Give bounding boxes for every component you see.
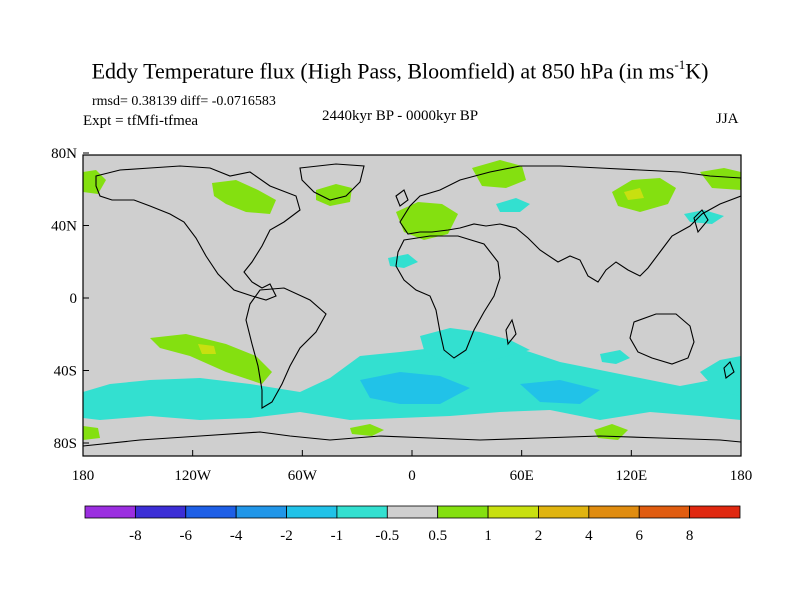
coast-madagascar xyxy=(505,318,517,346)
strong-positive-anomaly-regions xyxy=(198,188,644,354)
cyan-patch-south-africa xyxy=(420,328,530,364)
x-tick-label: 180 xyxy=(72,468,95,484)
colorbar-label: 4 xyxy=(585,528,593,544)
positive-anomaly-regions xyxy=(83,160,741,440)
season-label: JJA xyxy=(716,111,739,127)
x-tick-label: 120W xyxy=(174,468,212,484)
cyan-patch-south-pacific-east xyxy=(600,350,630,364)
colorbar-label: 6 xyxy=(635,528,643,544)
colorbar-swatch xyxy=(386,505,439,519)
y-tick-label: 40S xyxy=(54,364,77,380)
colorbar-swatch xyxy=(538,505,590,519)
blue-patch-southern-ocean xyxy=(360,372,470,404)
colorbar-swatch xyxy=(84,505,136,519)
yellow-patch-east-asia xyxy=(624,188,644,200)
colorbar-label: -6 xyxy=(180,528,193,544)
green-patch-south-pacific xyxy=(150,334,272,384)
coast-antarctica xyxy=(83,431,741,447)
colorbar-label: -2 xyxy=(280,528,293,544)
colorbar: -8 -6 -4 -2 -1 -0.5 0.5 1 2 4 6 8 xyxy=(84,505,741,544)
green-patch-east-asia xyxy=(612,178,676,212)
colorbar-swatch xyxy=(588,505,640,519)
colorbar-swatch xyxy=(638,505,691,519)
colorbar-swatch xyxy=(235,505,287,519)
colorbar-label: 8 xyxy=(686,528,694,544)
x-tick-label: 120E xyxy=(615,468,647,484)
stats-label: rmsd= 0.38139 diff= -0.0716583 xyxy=(92,94,276,109)
coast-eurasia xyxy=(399,165,741,283)
colorbar-swatch xyxy=(689,505,741,519)
strong-negative-anomaly-regions xyxy=(360,372,600,404)
green-patch-pacific-north xyxy=(700,168,741,190)
green-patch-alaska xyxy=(83,170,106,194)
coast-south-america xyxy=(245,287,327,409)
y-tick-label: 0 xyxy=(70,291,78,307)
coast-new-zealand xyxy=(723,361,735,379)
map-panel xyxy=(83,155,741,456)
cyan-patch-tropical-atlantic xyxy=(388,254,418,268)
chart-title: Eddy Temperature flux (High Pass, Bloomf… xyxy=(91,57,709,84)
green-patch-south-atlantic xyxy=(350,424,384,436)
y-axis: 80N 40N 0 40S 80S xyxy=(51,146,89,452)
colorbar-swatch xyxy=(185,505,237,519)
green-patch-antarctic-west xyxy=(83,426,100,440)
colorbar-label: -1 xyxy=(331,528,344,544)
cyan-patch-north-pacific xyxy=(684,210,724,224)
colorbar-swatch xyxy=(336,505,388,519)
y-tick-label: 40N xyxy=(51,219,77,235)
colorbar-swatch xyxy=(134,505,187,519)
green-patch-canada xyxy=(212,180,276,214)
yellow-patch-south-pacific xyxy=(198,344,216,354)
x-tick-label: 60W xyxy=(288,468,318,484)
coast-japan xyxy=(693,209,709,234)
colorbar-swatch xyxy=(286,505,338,519)
coast-africa xyxy=(395,235,501,359)
colorbar-swatch xyxy=(437,505,489,519)
cyan-patch-north-atlantic-small xyxy=(496,198,530,212)
coast-north-america xyxy=(95,165,301,301)
colorbar-label: -8 xyxy=(129,528,142,544)
colorbar-label: 0.5 xyxy=(428,528,447,544)
blue-patch-south-indian xyxy=(520,380,600,404)
y-tick-label: 80S xyxy=(54,436,77,452)
colorbar-label: -0.5 xyxy=(375,528,399,544)
coastlines xyxy=(83,163,741,447)
cyan-patch-australia-east xyxy=(700,356,741,396)
x-tick-label: 0 xyxy=(408,468,416,484)
coast-greenland xyxy=(299,163,365,201)
green-patch-atlantic xyxy=(316,184,352,206)
x-tick-label: 180 xyxy=(730,468,753,484)
coast-uk xyxy=(395,189,409,207)
colorbar-label: 2 xyxy=(535,528,543,544)
colorbar-label: -4 xyxy=(230,528,243,544)
experiment-label: Expt = tfMfi-tfmea xyxy=(83,113,199,129)
x-tick-label: 60E xyxy=(510,468,534,484)
period-label: 2440kyr BP - 0000kyr BP xyxy=(322,108,479,124)
coast-australia xyxy=(629,313,695,365)
colorbar-swatch xyxy=(487,505,539,519)
colorbar-label: 1 xyxy=(484,528,492,544)
x-axis: 180 120W 60W 0 60E 120E 180 xyxy=(72,450,753,484)
y-tick-label: 80N xyxy=(51,146,77,162)
